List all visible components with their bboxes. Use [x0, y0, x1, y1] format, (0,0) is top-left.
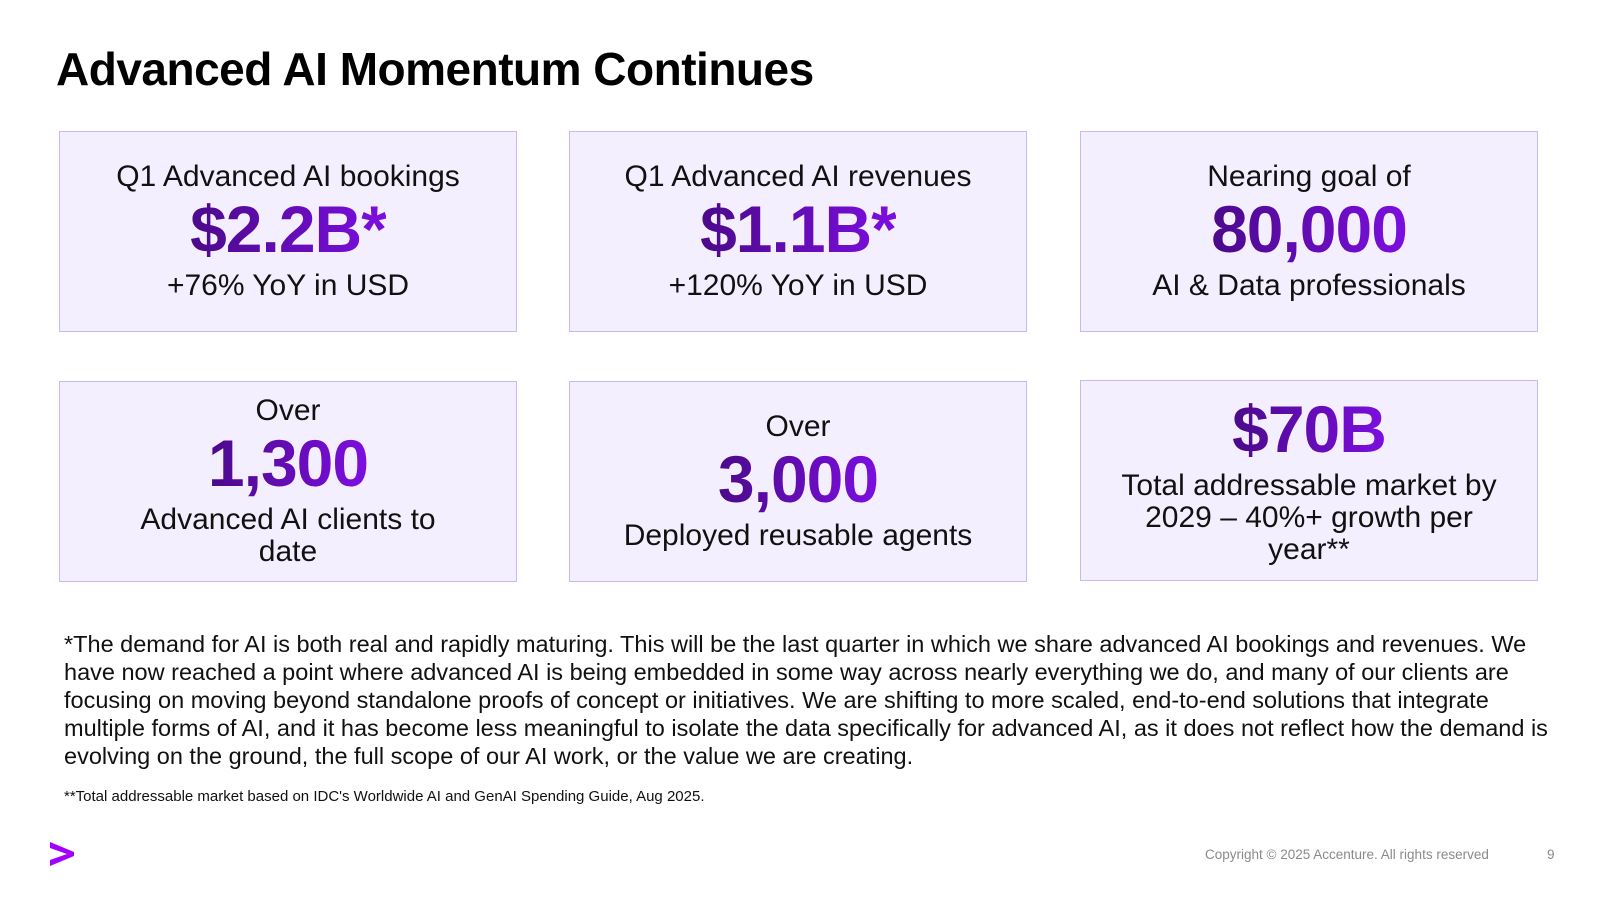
metric-card-value: 1,300: [207, 425, 369, 500]
metric-card-agents: Over 3,000 Deployed reusable agents: [569, 381, 1027, 582]
metric-card-caption: +76% YoY in USD: [166, 269, 410, 303]
metric-card-revenues: Q1 Advanced AI revenues $1.1B* +120% YoY…: [569, 131, 1027, 332]
metric-card-caption: Advanced AI clients to date: [140, 503, 436, 569]
metric-card-value: 80,000: [1211, 191, 1408, 266]
metric-card-caption: AI & Data professionals: [1152, 269, 1466, 303]
metric-card-value: $2.2B*: [190, 191, 387, 266]
page-number: 9: [1547, 847, 1555, 862]
metric-card-value: $1.1B*: [700, 191, 897, 266]
metric-card-label: Nearing goal of: [1207, 160, 1411, 194]
footnote-source: **Total addressable market based on IDC'…: [64, 788, 705, 805]
metric-card-label: Over: [255, 394, 321, 428]
metric-card-professionals: Nearing goal of 80,000 AI & Data profess…: [1080, 131, 1538, 332]
metric-card-bookings: Q1 Advanced AI bookings $2.2B* +76% YoY …: [59, 131, 517, 332]
metric-card-label: Q1 Advanced AI revenues: [624, 160, 972, 194]
copyright-text: Copyright © 2025 Accenture. All rights r…: [1205, 847, 1489, 862]
metric-card-label: Q1 Advanced AI bookings: [116, 160, 460, 194]
metric-card-market: $70B Total addressable market by 2029 – …: [1080, 380, 1538, 581]
metric-card-caption: Total addressable market by 2029 – 40%+ …: [1121, 469, 1497, 567]
metric-card-clients: Over 1,300 Advanced AI clients to date: [59, 381, 517, 582]
metric-card-value: $70B: [1232, 391, 1387, 466]
metric-card-label: Over: [765, 410, 831, 444]
metric-card-value: 3,000: [717, 441, 879, 516]
metric-card-caption: Deployed reusable agents: [623, 519, 973, 553]
footnote-disclaimer: *The demand for AI is both real and rapi…: [64, 631, 1548, 769]
slide-title: Advanced AI Momentum Continues: [56, 43, 814, 95]
metric-card-caption: +120% YoY in USD: [668, 269, 928, 303]
accenture-logo-icon: [50, 842, 74, 866]
